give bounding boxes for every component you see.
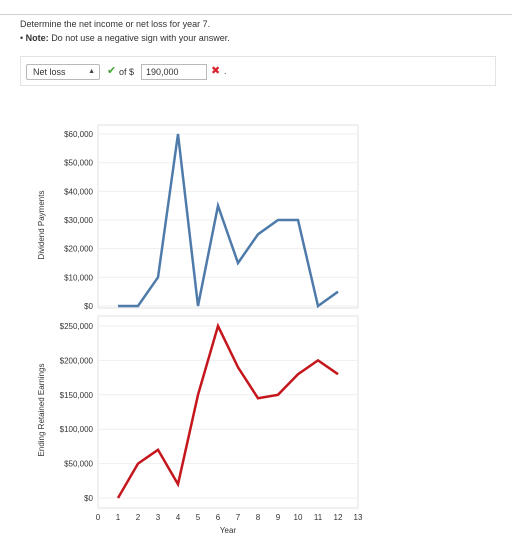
select-arrows-icon: ▲ (88, 68, 95, 75)
of-dollar-label: of $ (119, 67, 135, 77)
amount-input[interactable]: 190,000 (141, 64, 207, 80)
dividends-axis-title: Dividend Payments (37, 191, 46, 260)
x-tick-label: 11 (314, 513, 323, 522)
retained-series-line (116, 322, 339, 499)
dividends-ytick-label: $30,000 (64, 216, 93, 225)
note-label: Note: (25, 33, 49, 43)
dividends-ytick-label: $40,000 (64, 187, 93, 196)
retained-ytick-label: $200,000 (60, 356, 94, 365)
note-bullet: • (20, 33, 24, 43)
x-tick-label: 6 (216, 513, 221, 522)
answer-row: Net loss ▲ ✔ of $ 190,000 ✖ . (20, 56, 496, 86)
retained-ytick-label: $100,000 (60, 425, 94, 434)
x-tick-label: 12 (334, 513, 343, 522)
x-tick-label: 4 (176, 513, 181, 522)
note-text: Do not use a negative sign with your ans… (51, 33, 230, 43)
retained-ytick-label: $50,000 (64, 460, 93, 469)
x-tick-label: 1 (116, 513, 121, 522)
x-tick-label: 10 (294, 513, 303, 522)
correct-check-icon: ✔ (107, 65, 117, 77)
x-tick-label: 2 (136, 513, 141, 522)
dividends-series-line (118, 133, 339, 309)
x-tick-label: 7 (236, 513, 241, 522)
question-note: • Note: Do not use a negative sign with … (20, 33, 230, 43)
x-tick-label: 0 (96, 513, 101, 522)
dividends-ytick-label: $0 (84, 302, 93, 311)
retained-ytick-label: $250,000 (60, 322, 94, 331)
x-axis-title: Year (220, 526, 237, 535)
top-divider (0, 14, 512, 15)
x-tick-label: 8 (256, 513, 261, 522)
x-tick-label: 9 (276, 513, 281, 522)
dividends-plot-frame (97, 124, 359, 309)
incorrect-cross-icon: ✖ (211, 65, 221, 77)
select-value: Net loss (33, 67, 66, 77)
x-tick-label: 5 (196, 513, 201, 522)
dividends-ytick-label: $20,000 (64, 245, 93, 254)
x-tick-label: 13 (354, 513, 363, 522)
question-prompt: Determine the net income or net loss for… (20, 19, 211, 29)
x-tick-label: 3 (156, 513, 161, 522)
dividends-ytick-label: $60,000 (64, 130, 93, 139)
retained-ytick-label: $0 (84, 494, 93, 503)
net-income-loss-select[interactable]: Net loss ▲ (26, 64, 100, 80)
dividends-ytick-label: $50,000 (64, 159, 93, 168)
dividends-ytick-label: $10,000 (64, 273, 93, 282)
retained-ytick-label: $150,000 (60, 391, 94, 400)
period-text: . (224, 66, 227, 76)
retained-axis-title: Ending Retained Earnings (37, 364, 46, 457)
